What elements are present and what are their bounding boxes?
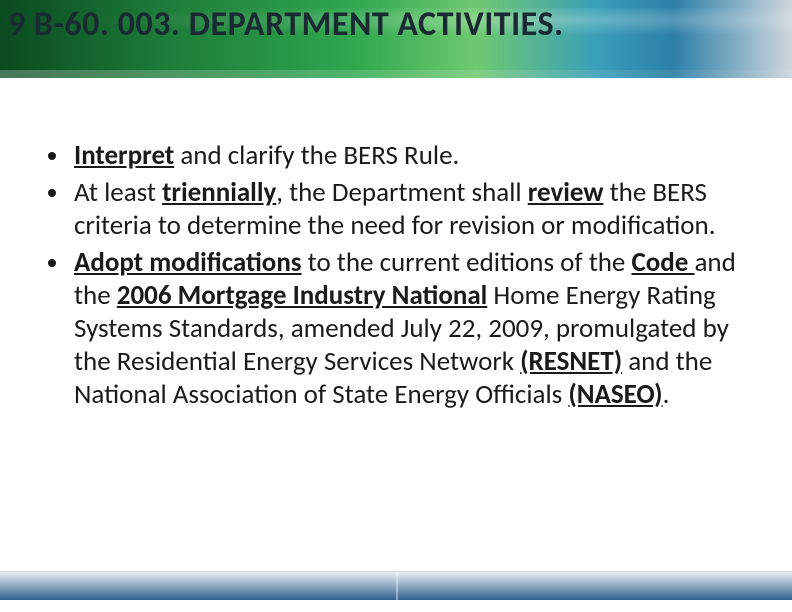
text-underlined: Interpret	[74, 139, 174, 172]
text-underlined: Code	[631, 246, 694, 279]
text-underlined: Adopt modifications	[74, 246, 302, 279]
bullet-list: Interpret and clarify the BERS Rule. At …	[40, 140, 752, 412]
text-underlined: review	[528, 176, 604, 209]
text: .	[663, 378, 670, 411]
text-underlined: triennially	[162, 176, 276, 209]
slide-title: 9 B-60. 003. DEPARTMENT ACTIVITIES.	[8, 4, 564, 45]
bullet-item: Interpret and clarify the BERS Rule.	[40, 140, 752, 173]
text: At least	[74, 176, 162, 209]
bullet-item: At least triennially, the Department sha…	[40, 177, 752, 243]
text-underlined: 2006 Mortgage Industry National	[117, 279, 488, 312]
bullet-item: Adopt modifications to the current editi…	[40, 247, 752, 412]
text: to the current editions of the	[302, 246, 632, 279]
slide: 9 B-60. 003. DEPARTMENT ACTIVITIES. Inte…	[0, 0, 792, 612]
text-underlined: (NASEO)	[568, 378, 662, 411]
text: , the Department shall	[276, 176, 528, 209]
slide-body: Interpret and clarify the BERS Rule. At …	[40, 140, 752, 416]
footer-bar	[0, 572, 792, 600]
text-underlined: (RESNET)	[520, 345, 622, 378]
text: and clarify the BERS Rule.	[174, 139, 459, 172]
